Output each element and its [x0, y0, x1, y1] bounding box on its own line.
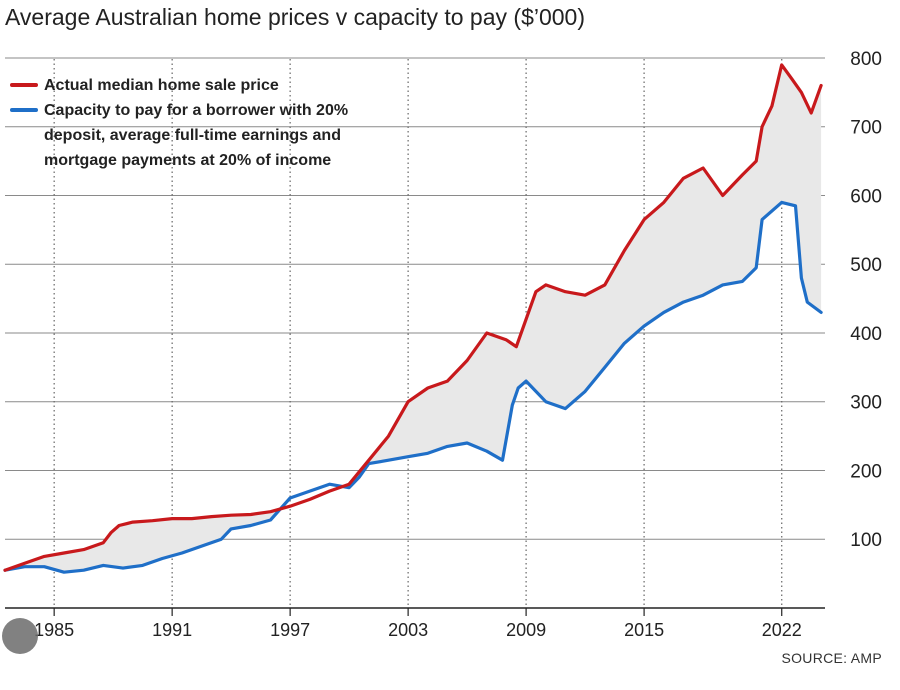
- x-tick-label: 2003: [388, 620, 428, 640]
- y-tick-label: 300: [850, 393, 882, 414]
- x-tick-label: 1991: [152, 620, 192, 640]
- legend-label: mortgage payments at 20% of income: [44, 152, 331, 169]
- y-tick-label: 200: [850, 461, 882, 482]
- series-line-price: [3, 63, 823, 572]
- legend-label: Capacity to pay for a borrower with 20%: [44, 102, 348, 119]
- y-tick-label: 100: [850, 530, 882, 551]
- overlay-badge: [2, 618, 38, 654]
- y-axis-ticks: 100 200 300 400 500 600 700 800: [850, 49, 882, 551]
- x-axis-ticks: 1985 1991 1997 2003 2009 2015 2022: [34, 608, 802, 640]
- legend: Actual median home sale price Capacity to…: [10, 77, 348, 169]
- series-line-capacity: [3, 200, 823, 574]
- legend-label: Actual median home sale price: [44, 77, 279, 94]
- x-tick-label: 2015: [624, 620, 664, 640]
- vertical-gridlines: [53, 59, 783, 608]
- y-tick-label: 400: [850, 324, 882, 345]
- source-note: SOURCE: AMP: [781, 650, 882, 666]
- y-tick-label: 500: [850, 255, 882, 276]
- x-tick-label: 1985: [34, 620, 74, 640]
- x-tick-label: 2022: [762, 620, 802, 640]
- x-tick-label: 2009: [506, 620, 546, 640]
- x-tick-label: 1997: [270, 620, 310, 640]
- y-tick-label: 700: [850, 118, 882, 139]
- series-layer: [3, 63, 823, 574]
- chart-title: Average Australian home prices v capacit…: [5, 4, 585, 30]
- y-tick-label: 600: [850, 186, 882, 207]
- y-tick-label: 800: [850, 49, 882, 70]
- legend-label: deposit, average full-time earnings and: [44, 127, 341, 144]
